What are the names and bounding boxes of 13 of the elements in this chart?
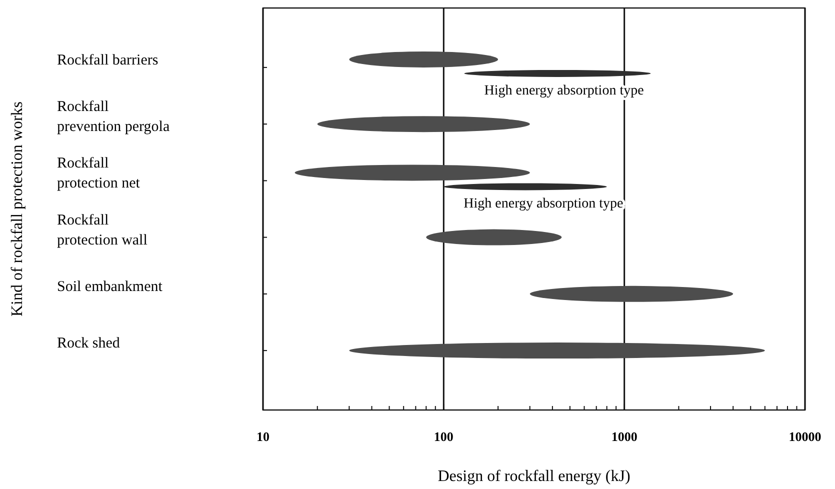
y-tick-label: Rockfall prevention pergola: [57, 99, 170, 136]
y-tick-label: Rockfall protection net: [57, 156, 141, 192]
y-tick-label: Rockfall protection wall: [57, 212, 148, 248]
x-tick-label: 10000: [788, 429, 822, 444]
x-axis-title: Design of rockfall energy (kJ): [438, 468, 630, 485]
y-tick-label: Soil embankment: [57, 278, 164, 295]
x-tick-label: 1000: [611, 429, 638, 444]
annotation: High energy absorption type: [464, 196, 624, 212]
y-tick-label: Rock shed: [57, 336, 120, 352]
x-tick-label: 100: [434, 429, 454, 444]
y-tick-label: Rockfall barriers: [57, 52, 158, 68]
y-axis-title: Kind of rockfall protection works: [9, 101, 26, 317]
x-tick-label: 10: [256, 429, 270, 444]
